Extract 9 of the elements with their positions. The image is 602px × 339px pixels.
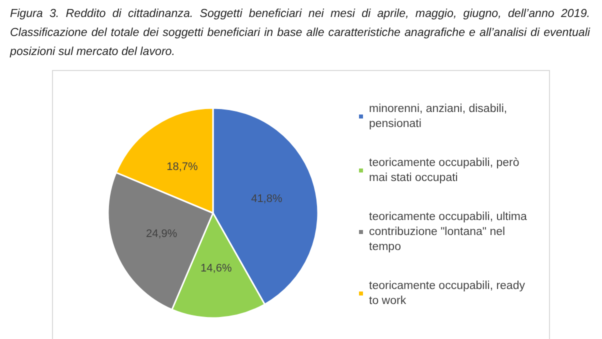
- chart-title: Figura 3. Reddito di cittadinanza. Soggetti beneficiari nei mesi di aprile, maggio, giugno, dell’anno 2019. Classificazione del totale dei soggetti beneficiari in base alle caratteristiche anagrafiche e all’analisi di eventuali posizioni sul mercato del lavoro.: [10, 6, 590, 60]
- legend-label: teoricamente occupabili, ultima contribuzione "lontana" nel tempo: [369, 211, 530, 253]
- data-label: 18,7%: [166, 160, 198, 173]
- legend-label: teoricamente occupabili, ready to work: [369, 280, 528, 307]
- legend-label: minorenni, anziani, disabili, pensionati: [369, 103, 510, 130]
- data-label: 24,9%: [146, 228, 178, 240]
- data-label: 14,6%: [200, 262, 232, 274]
- data-label: 41,8%: [251, 192, 282, 205]
- legend-label: teoricamente occupabili, però mai stati occupati: [369, 157, 522, 184]
